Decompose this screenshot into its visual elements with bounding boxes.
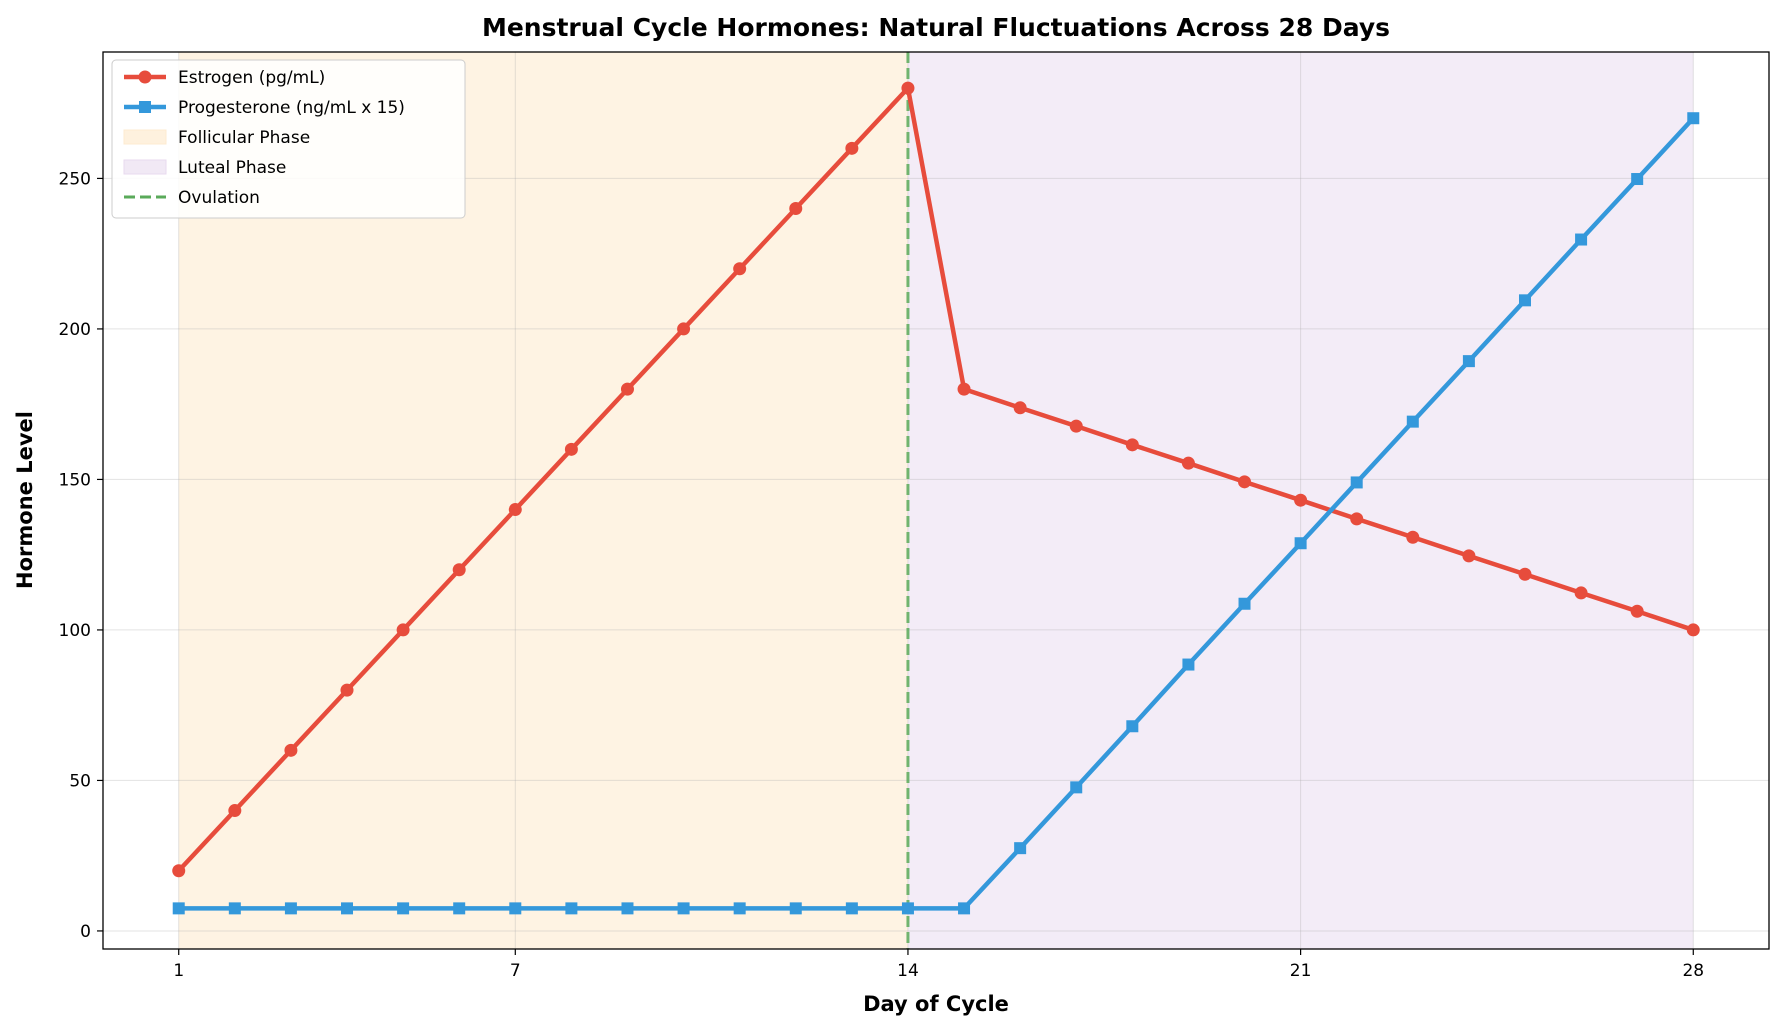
x-tick-label: 28 [1682,961,1704,981]
progesterone-point [1575,233,1588,246]
progesterone-point [1014,842,1027,855]
estrogen-point [789,202,803,216]
estrogen-point [1294,493,1308,507]
progesterone-point [1238,597,1251,610]
estrogen-point [1686,623,1700,637]
progesterone-series-line [178,116,1695,911]
legend-follicular-label: Follicular Phase [178,128,310,148]
estrogen-point [1574,586,1588,600]
x-tick-label: 1 [173,961,184,981]
progesterone-point [284,902,297,915]
y-tick-label: 150 [59,470,91,490]
estrogen-series-line [177,85,1694,873]
progesterone-point [677,902,690,915]
y-tick-label: 0 [80,922,91,942]
y-axis-label: Hormone Level [13,411,37,589]
progesterone-point [1462,355,1475,368]
legend: Estrogen (pg/mL) Progesterone (ng/mL x 15… [111,59,466,219]
legend-luteal-swatch [123,159,167,175]
progesterone-point [341,902,354,915]
progesterone-point [1406,415,1419,428]
progesterone-point [1631,173,1644,186]
progesterone-point [1126,720,1139,733]
legend-box [111,59,466,219]
estrogen-point [508,503,522,517]
estrogen-point [733,262,747,276]
estrogen-point [1406,530,1420,544]
estrogen-point [452,563,466,577]
progesterone-point [901,902,914,915]
progesterone-point [733,902,746,915]
estrogen-point [1630,604,1644,618]
legend-estrogen-marker [138,70,152,84]
estrogen-point [340,683,354,697]
legend-progesterone-label: Progesterone (ng/mL x 15) [178,98,405,118]
plot-frame [102,51,1770,950]
estrogen-point [564,442,578,456]
y-tick-label: 200 [59,320,91,340]
chart-title: Menstrual Cycle Hormones: Natural Fluctu… [482,13,1390,42]
estrogen-point [1462,549,1476,563]
progesterone-point [845,902,858,915]
estrogen-point [1238,475,1252,489]
estrogen-point [396,623,410,637]
progesterone-point [1182,658,1195,671]
progesterone-point [1070,781,1083,794]
progesterone-point [172,902,185,915]
estrogen-point [284,743,298,757]
legend-estrogen-label: Estrogen (pg/mL) [178,68,325,88]
legend-luteal-label: Luteal Phase [178,158,286,178]
estrogen-point [1125,438,1139,452]
progesterone-point [397,902,410,915]
y-tick-label: 50 [69,771,91,791]
estrogen-point [1069,419,1083,433]
x-axis-label: Day of Cycle [863,992,1009,1016]
progesterone-point [565,902,578,915]
estrogen-point [957,382,971,396]
progesterone-point [228,902,241,915]
progesterone-point [1518,294,1531,307]
progesterone-point [621,902,634,915]
progesterone-point [1350,476,1363,489]
estrogen-point [228,804,242,818]
estrogen-point [901,81,915,95]
estrogen-point [1350,512,1364,526]
progesterone-point [509,902,522,915]
estrogen-point [1181,456,1195,470]
progesterone-point [1687,112,1700,125]
progesterone-point [789,902,802,915]
x-tick-label: 14 [897,961,919,981]
legend-progesterone-marker [139,101,151,113]
x-tick-label: 7 [510,961,521,981]
legend-ovulation-label: Ovulation [178,188,260,208]
estrogen-point [1518,567,1532,581]
x-tick-label: 21 [1290,961,1312,981]
estrogen-point [677,322,691,336]
progesterone-point [453,902,466,915]
estrogen-point [1013,401,1027,415]
y-tick-label: 100 [59,621,91,641]
estrogen-point [845,141,859,155]
estrogen-point [172,864,186,878]
progesterone-point [1294,537,1307,550]
estrogen-point [620,382,634,396]
y-tick-label: 250 [59,169,91,189]
progesterone-point [958,902,971,915]
legend-follicular-swatch [123,129,167,145]
